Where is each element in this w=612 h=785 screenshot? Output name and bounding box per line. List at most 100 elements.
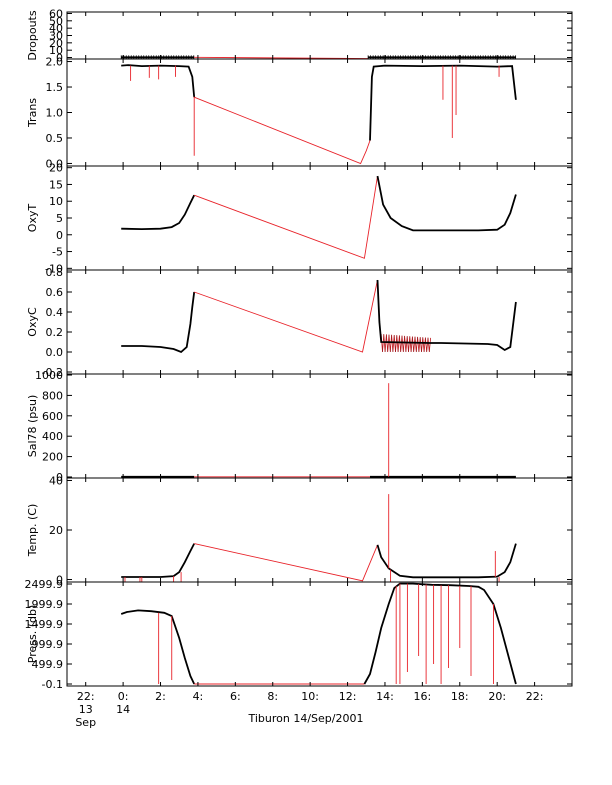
x-month-label: Sep — [75, 716, 96, 729]
panel-frame — [66, 269, 573, 375]
y-tick-label: 30 — [49, 30, 63, 43]
y-axis-label: Dropouts — [26, 10, 39, 60]
y-tick-label: 0.0 — [46, 346, 64, 359]
x-tick-label: 2: — [155, 690, 166, 703]
y-axis-label: Press. (db) — [26, 605, 39, 664]
y-tick-label: -0.2 — [42, 366, 63, 379]
y-tick-label: 40 — [49, 474, 63, 487]
panel-6: -0.1 499.9 999.9 1499.9 1999.9 2499.9 Press. (… — [25, 578, 573, 691]
y-tick-label: 50 — [49, 15, 63, 28]
x-tick-label: 8: — [267, 690, 278, 703]
series-line — [121, 291, 196, 354]
series-line — [376, 279, 517, 352]
y-tick-label: 0 — [56, 52, 63, 65]
panel-frame — [66, 581, 573, 687]
series-line — [120, 609, 196, 685]
x-tick-label: 18: — [451, 690, 469, 703]
x-tick-label: 20: — [488, 690, 506, 703]
y-tick-label: 2.0 — [46, 56, 64, 69]
y-tick-label: 0 — [56, 471, 63, 484]
series-line — [369, 64, 517, 141]
y-axis-label: Sal78 (psu) — [26, 395, 39, 458]
x-tick-label: 6: — [230, 690, 241, 703]
series-line — [376, 175, 517, 232]
series-line — [193, 96, 371, 165]
y-tick-label: 1.0 — [46, 107, 64, 120]
panel-data — [121, 64, 517, 165]
panel-5: 0 20 40 Temp. (C) — [26, 474, 573, 587]
x-tick-label: 22: — [526, 690, 544, 703]
y-tick-label: -5 — [52, 246, 63, 259]
series-line — [194, 543, 378, 582]
panel-2: -10 -5 0 5 10 15 20 OxyT — [26, 162, 573, 275]
y-tick-label: 400 — [42, 430, 63, 443]
y-axis-label: Temp. (C) — [26, 504, 39, 558]
x-tick-label: 12: — [339, 690, 357, 703]
y-tick-label: 0 — [56, 229, 63, 242]
y-tick-label: -10 — [45, 262, 63, 275]
y-tick-label: 0.5 — [46, 132, 64, 145]
y-tick-label: 200 — [42, 451, 63, 464]
y-tick-label: 0.8 — [46, 266, 64, 279]
y-tick-label: 1499.9 — [25, 618, 64, 631]
y-tick-label: 1999.9 — [25, 598, 64, 611]
y-axis-label: Trans — [26, 98, 39, 128]
y-tick-label: 1000 — [35, 369, 63, 382]
panel-frame — [66, 373, 573, 479]
figure-title: Tiburon 14/Sep/2001 — [247, 712, 363, 725]
y-tick-label: 40 — [49, 22, 63, 35]
plot-panels: 0102030405060Dropouts0.00.51.01.52.0Tran… — [25, 7, 573, 691]
y-tick-label: 0.6 — [46, 286, 64, 299]
series-line — [194, 176, 378, 259]
series-line — [194, 279, 378, 353]
x-tick-label: 10: — [301, 690, 319, 703]
y-tick-label: 10 — [49, 195, 63, 208]
series-line — [376, 543, 517, 579]
y-tick-label: 60 — [49, 7, 63, 20]
panel-data — [121, 383, 516, 478]
y-tick-label: 20 — [49, 524, 63, 537]
y-tick-label: 10 — [49, 44, 63, 57]
y-tick-label: -0.1 — [42, 678, 63, 691]
series-line — [194, 56, 369, 59]
y-tick-label: 999.9 — [32, 638, 64, 651]
y-tick-label: 800 — [42, 389, 63, 402]
series-line — [121, 194, 196, 231]
panel-data — [121, 175, 517, 259]
panel-frame — [66, 165, 573, 271]
y-axis-label: OxyT — [26, 204, 39, 233]
y-tick-label: 499.9 — [32, 658, 64, 671]
x-day-label: 13 — [79, 703, 93, 716]
panel-frame — [66, 477, 573, 583]
panel-3: -0.2 0.0 0.2 0.4 0.6 0.8 OxyC — [26, 266, 573, 379]
y-tick-label: 20 — [49, 37, 63, 50]
panel-data — [120, 582, 517, 685]
y-tick-label: 1.5 — [46, 81, 64, 94]
x-tick-label: 4: — [193, 690, 204, 703]
x-day-label: 14 — [116, 703, 130, 716]
panel-1: 0.0 0.5 1.0 1.5 2.0 Trans — [26, 56, 573, 170]
series-line — [363, 582, 517, 685]
y-tick-label: 0 — [56, 574, 63, 587]
x-tick-label: 22: — [77, 690, 95, 703]
x-tick-label: 14: — [376, 690, 394, 703]
time-axis: 22: 0: 2: 4: 6: 8: 10: 12: 14: 16: 18: 20: 22:13Sep1… — [75, 690, 543, 729]
y-tick-label: 5 — [56, 212, 63, 225]
y-tick-label: 0.4 — [46, 306, 64, 319]
y-axis-label: OxyC — [26, 307, 39, 337]
x-tick-label: 16: — [414, 690, 432, 703]
panel-frame — [66, 58, 573, 167]
panel-data — [121, 279, 517, 354]
y-tick-label: 20 — [49, 162, 63, 175]
y-tick-label: 15 — [49, 178, 63, 191]
x-tick-label: 0: — [118, 690, 129, 703]
y-tick-label: 0.0 — [46, 157, 64, 170]
series-line — [121, 64, 196, 98]
panel-data — [121, 494, 517, 582]
series-line — [121, 543, 196, 578]
panel-frame — [66, 11, 573, 60]
y-tick-label: 0.2 — [46, 326, 64, 339]
panel-4: 0 200 400 600 800 1000 Sal78 (psu) — [26, 369, 573, 484]
